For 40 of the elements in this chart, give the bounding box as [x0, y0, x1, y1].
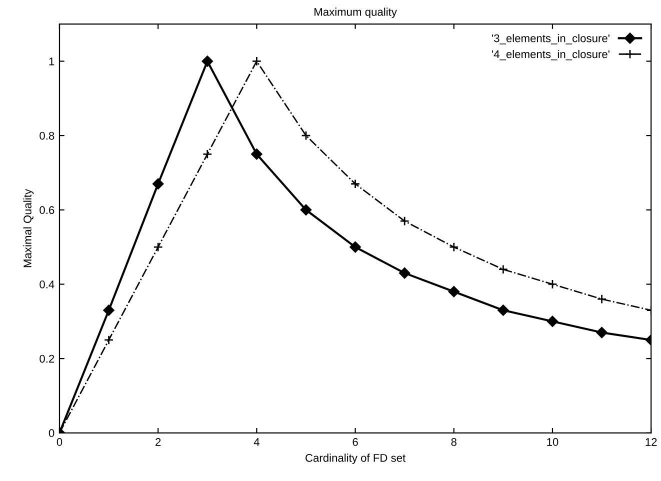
point	[103, 304, 114, 316]
point	[252, 56, 262, 66]
point	[398, 267, 410, 279]
y-tick-label: 0.2	[40, 354, 54, 363]
legend-label: '3_elements_in_closure'	[492, 34, 610, 44]
point	[202, 56, 213, 67]
point	[546, 316, 558, 327]
point	[548, 279, 558, 290]
point	[448, 286, 460, 298]
x-tick-label: 6	[352, 438, 358, 446]
point	[251, 148, 262, 160]
chart-title: Maximum quality	[314, 8, 397, 18]
x-tick-label: 10	[547, 438, 558, 446]
point	[596, 294, 607, 304]
point	[449, 242, 459, 252]
point	[498, 264, 508, 274]
y-tick-label: 1	[49, 58, 54, 66]
point	[300, 204, 312, 216]
x-tick-label: 12	[646, 438, 657, 446]
y-tick-label: 0.4	[40, 280, 54, 288]
point	[153, 242, 163, 252]
point	[301, 130, 311, 140]
point	[152, 178, 164, 190]
y-tick-label: 0.8	[40, 132, 54, 140]
x-tick-label: 0	[56, 438, 62, 446]
point	[350, 241, 361, 253]
legend-label: '4_elements_in_closure'	[492, 50, 610, 60]
point	[400, 216, 410, 226]
y-tick-label: 0.6	[40, 206, 54, 214]
y-tick-label: 0	[48, 429, 54, 438]
point	[596, 326, 608, 338]
x-tick-label: 8	[451, 438, 456, 446]
x-tick-label: 4	[254, 438, 260, 446]
point	[104, 335, 114, 345]
point	[350, 179, 360, 189]
point	[202, 149, 212, 159]
x-axis-title: Cardinality of FD set	[306, 454, 406, 464]
y-axis-title: Maximal Quality	[23, 188, 34, 268]
x-tick-label: 2	[156, 438, 161, 446]
point	[498, 304, 509, 316]
